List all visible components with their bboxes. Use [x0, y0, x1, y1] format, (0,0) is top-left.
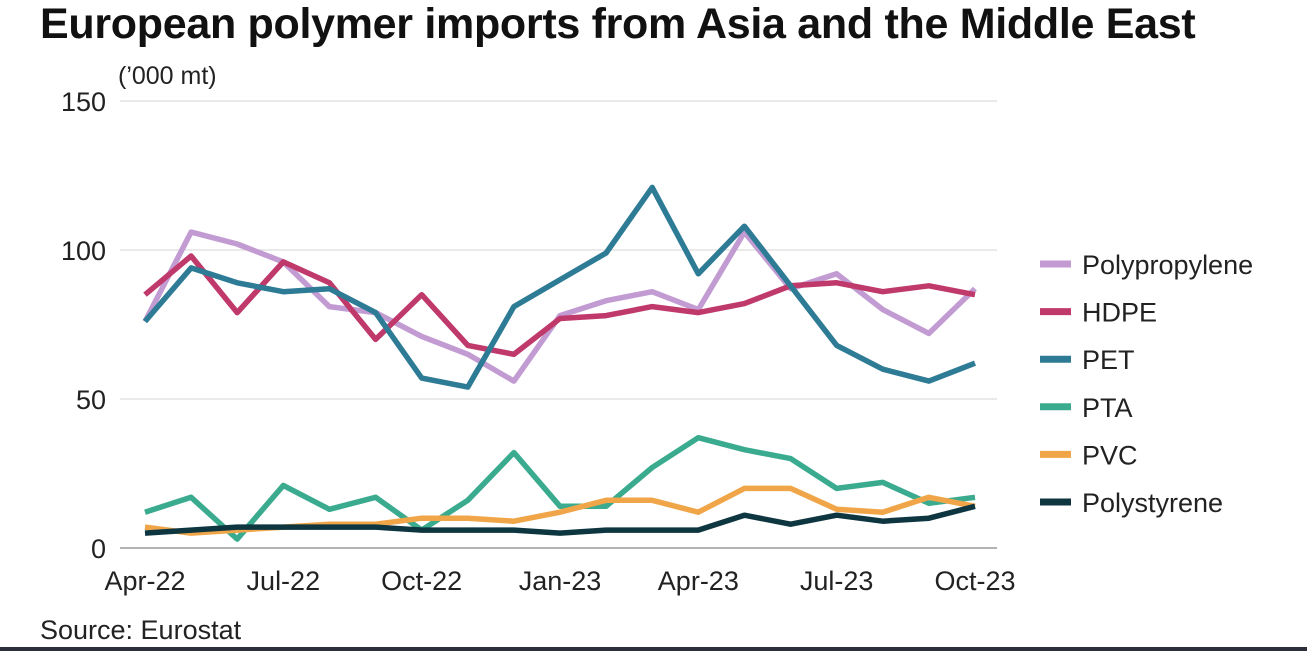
x-tick-label: Apr-22 [104, 566, 185, 596]
x-tick-label: Oct-22 [381, 566, 462, 596]
x-tick-label: Oct-23 [934, 566, 1015, 596]
series-line-hdpe [143, 253, 976, 358]
legend-label: PVC [1082, 440, 1138, 470]
x-tick-label: Apr-23 [658, 566, 739, 596]
series-line-polypropylene [142, 229, 977, 384]
y-tick-label: 100 [61, 236, 106, 266]
x-tick-label: Jul-23 [800, 566, 874, 596]
x-tick-label: Jul-22 [247, 566, 321, 596]
bottom-bar [0, 647, 1307, 651]
series-line-pta [144, 434, 976, 542]
legend-label: Polystyrene [1082, 488, 1223, 518]
series-line-polystyrene [144, 503, 976, 536]
legend-label: PET [1082, 345, 1135, 375]
series-lines [142, 184, 977, 542]
y-tick-label: 150 [61, 87, 106, 117]
y-axis-label: (’000 mt) [118, 62, 217, 90]
legend-label: HDPE [1082, 298, 1157, 328]
source-note: Source: Eurostat [40, 615, 242, 645]
y-tick-labels: 0 50 100 150 [61, 87, 106, 564]
x-tick-labels: Apr-22 Jul-22 Oct-22 Jan-23 Apr-23 Jul-23 Oct-… [104, 566, 1015, 596]
legend-label: PTA [1082, 393, 1133, 423]
y-tick-label: 50 [76, 385, 106, 415]
legend: Polypropylene HDPE PET PTA PVC Polystyrene [1040, 250, 1253, 518]
x-tick-label: Jan-23 [519, 566, 602, 596]
chart-title: European polymer imports from Asia and t… [40, 0, 1196, 48]
series-line-pet [142, 184, 976, 390]
y-tick-label: 0 [91, 534, 106, 564]
legend-label: Polypropylene [1082, 250, 1253, 280]
gridlines [120, 100, 997, 549]
